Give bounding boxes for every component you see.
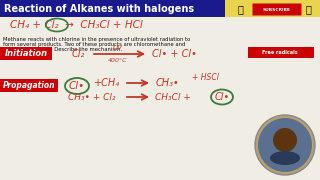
FancyBboxPatch shape xyxy=(247,46,314,57)
Circle shape xyxy=(258,118,312,172)
Text: Reaction of Alkanes with halogens: Reaction of Alkanes with halogens xyxy=(4,4,194,14)
FancyBboxPatch shape xyxy=(252,3,301,15)
Text: Cl• + Cl•: Cl• + Cl• xyxy=(152,49,197,59)
Text: 🔔: 🔔 xyxy=(305,4,311,14)
Text: Cl•: Cl• xyxy=(214,92,230,102)
Text: CH₃Cl +: CH₃Cl + xyxy=(155,93,191,102)
Text: + HSCl: + HSCl xyxy=(192,73,219,82)
Text: CH₄ + Cl₂  →  CH₃Cl + HCl: CH₄ + Cl₂ → CH₃Cl + HCl xyxy=(10,20,143,30)
Ellipse shape xyxy=(270,151,300,165)
Text: CH₃• + Cl₂: CH₃• + Cl₂ xyxy=(68,93,116,102)
Text: Cl₂: Cl₂ xyxy=(72,49,85,59)
Text: Cl•: Cl• xyxy=(69,81,85,91)
FancyBboxPatch shape xyxy=(0,0,225,17)
FancyBboxPatch shape xyxy=(0,0,320,17)
Circle shape xyxy=(255,115,315,175)
FancyBboxPatch shape xyxy=(0,79,58,92)
Text: SUBSCRIBE: SUBSCRIBE xyxy=(263,8,291,12)
FancyBboxPatch shape xyxy=(0,47,52,60)
Text: Propagation: Propagation xyxy=(3,82,55,91)
Text: Initiation: Initiation xyxy=(4,50,48,59)
Text: hydrogen chloride. Describe the mechanism.: hydrogen chloride. Describe the mechanis… xyxy=(3,47,122,52)
Text: 👍: 👍 xyxy=(237,4,243,14)
Circle shape xyxy=(273,128,297,152)
Text: Methane reacts with chlorine in the presence of ultraviolet radiation to: Methane reacts with chlorine in the pres… xyxy=(3,37,190,42)
Text: Free radicals: Free radicals xyxy=(262,50,298,55)
Text: UV: UV xyxy=(113,45,123,51)
Text: 400°C: 400°C xyxy=(108,58,128,63)
Text: +CH₄: +CH₄ xyxy=(94,78,120,88)
Text: form several products. Two of these products are chloromethane and: form several products. Two of these prod… xyxy=(3,42,185,47)
Text: CH₃•: CH₃• xyxy=(156,78,180,88)
